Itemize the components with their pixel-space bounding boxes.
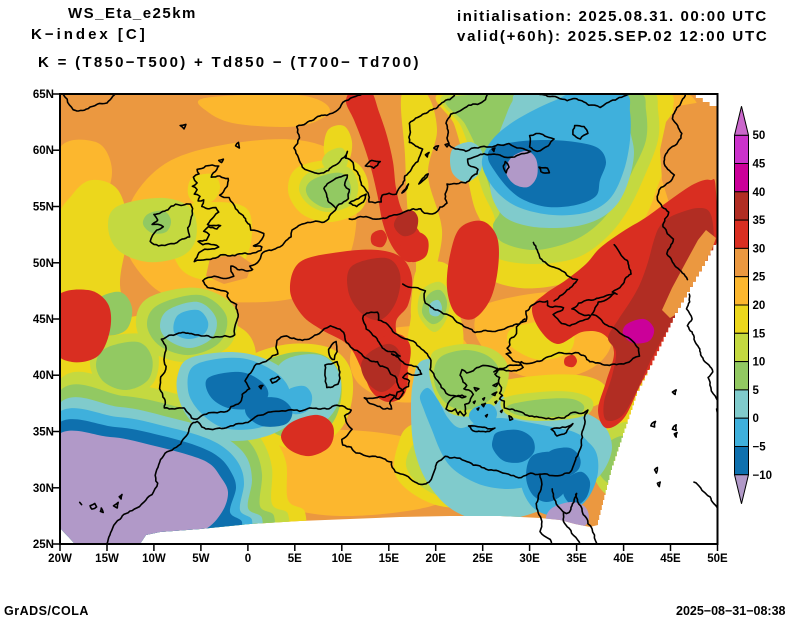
svg-text:40: 40 [753,187,766,199]
svg-text:5W: 5W [192,553,209,565]
svg-text:20W: 20W [48,553,72,565]
svg-text:35N: 35N [33,427,54,439]
svg-text:40E: 40E [613,553,634,565]
svg-text:50: 50 [753,130,766,142]
svg-text:30E: 30E [519,553,540,565]
svg-text:35: 35 [753,215,766,227]
svg-text:20: 20 [753,300,766,312]
svg-text:45: 45 [753,159,766,171]
svg-text:15E: 15E [379,553,400,565]
svg-text:5E: 5E [288,553,302,565]
svg-text:60N: 60N [33,145,54,157]
svg-text:65N: 65N [33,89,54,101]
svg-text:25N: 25N [33,539,54,551]
svg-text:5: 5 [753,385,760,397]
svg-text:35E: 35E [566,553,587,565]
svg-text:15: 15 [753,328,766,340]
svg-text:10: 10 [753,357,766,369]
svg-text:30: 30 [753,243,766,255]
svg-text:45E: 45E [660,553,681,565]
svg-text:20E: 20E [425,553,446,565]
svg-text:50N: 50N [33,258,54,270]
svg-text:55N: 55N [33,202,54,214]
svg-text:25E: 25E [472,553,493,565]
svg-text:−10: −10 [753,470,773,482]
svg-text:10E: 10E [332,553,353,565]
svg-text:30N: 30N [33,483,54,495]
svg-text:25: 25 [753,272,766,284]
svg-text:40N: 40N [33,370,54,382]
svg-text:50E: 50E [707,553,728,565]
svg-text:0: 0 [245,553,251,565]
svg-text:0: 0 [753,413,759,425]
svg-text:15W: 15W [95,553,119,565]
svg-text:−5: −5 [753,442,767,454]
svg-text:45N: 45N [33,314,54,326]
svg-text:10W: 10W [142,553,166,565]
